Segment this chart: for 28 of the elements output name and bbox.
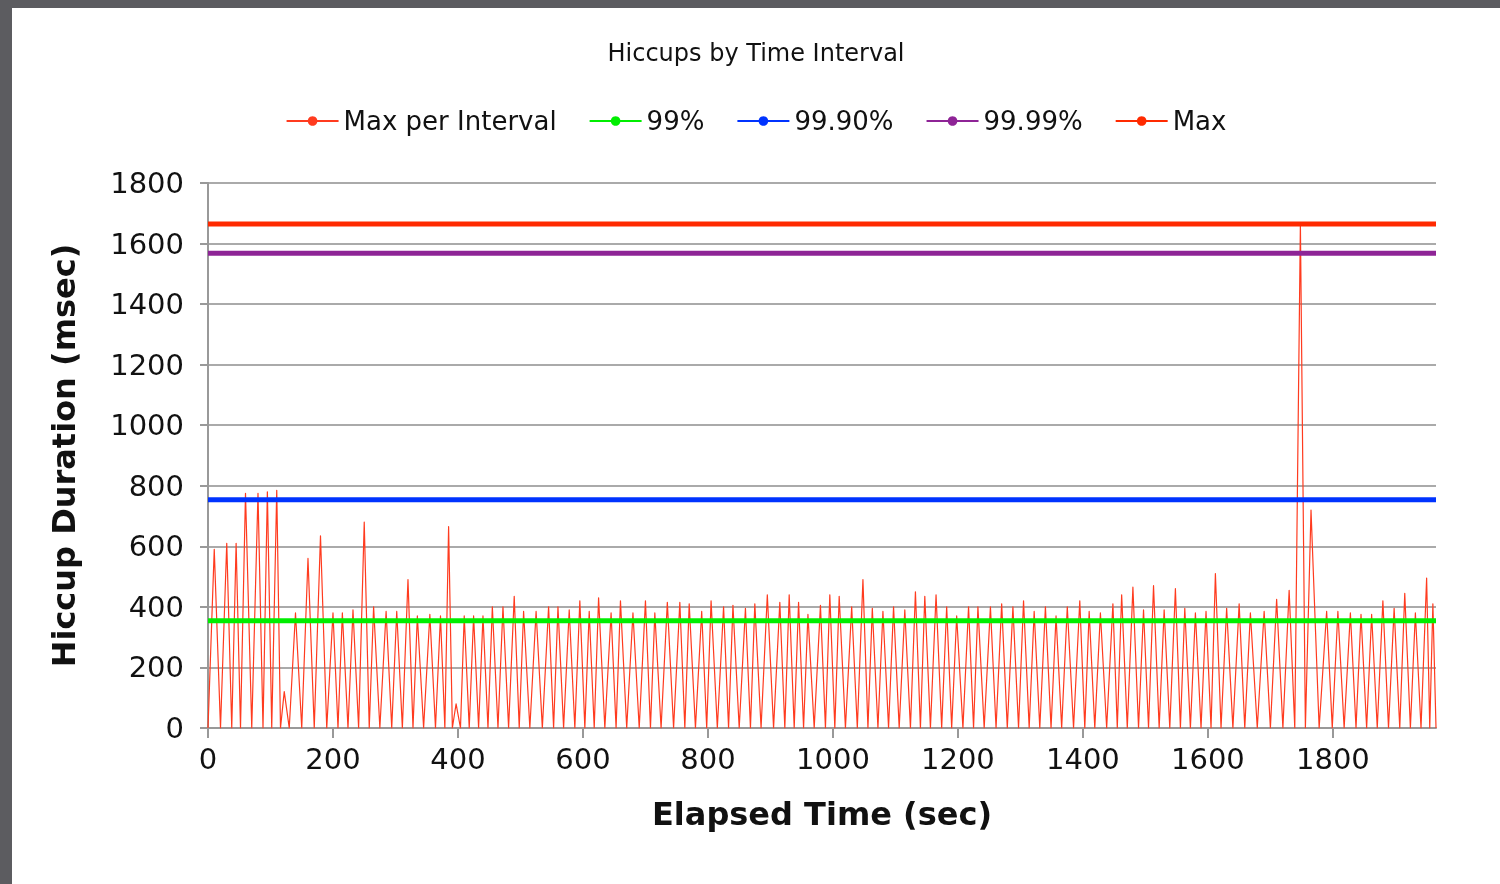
legend-label: 99.99% (983, 106, 1083, 136)
x-tick-label: 1400 (1046, 741, 1120, 776)
legend-label: 99% (646, 106, 705, 136)
y-axis-title: Hiccup Duration (msec) (45, 243, 83, 668)
x-tick-label: 1800 (1295, 741, 1370, 776)
y-tick-label: 1400 (110, 287, 184, 322)
x-tick-label: 800 (680, 741, 736, 776)
y-tick-label: 800 (128, 468, 184, 503)
x-tick-label: 600 (555, 741, 611, 776)
legend-label: Max (1172, 106, 1227, 136)
y-tick-label: 1000 (110, 408, 184, 443)
y-tick-label: 200 (128, 650, 184, 685)
y-tick-label: 400 (128, 589, 184, 624)
chart-title: Hiccups by Time Interval (607, 39, 905, 67)
y-tick-label: 600 (128, 529, 184, 564)
x-tick-label: 0 (198, 741, 218, 776)
x-axis-title: Elapsed Time (sec) (651, 795, 993, 833)
x-tick-label: 400 (430, 741, 486, 776)
x-tick-label: 1600 (1170, 741, 1245, 776)
y-tick-label: 1200 (110, 347, 184, 382)
y-tick-label: 0 (165, 711, 184, 745)
legend-label: 99.90% (794, 106, 894, 136)
y-tick-label: 1600 (110, 226, 184, 261)
x-tick-label: 1000 (796, 741, 870, 776)
y-tick-label: 1800 (110, 166, 184, 200)
legend-label: Max per Interval (343, 106, 557, 136)
x-tick-label: 1200 (921, 741, 995, 776)
x-tick-label: 200 (305, 741, 361, 776)
